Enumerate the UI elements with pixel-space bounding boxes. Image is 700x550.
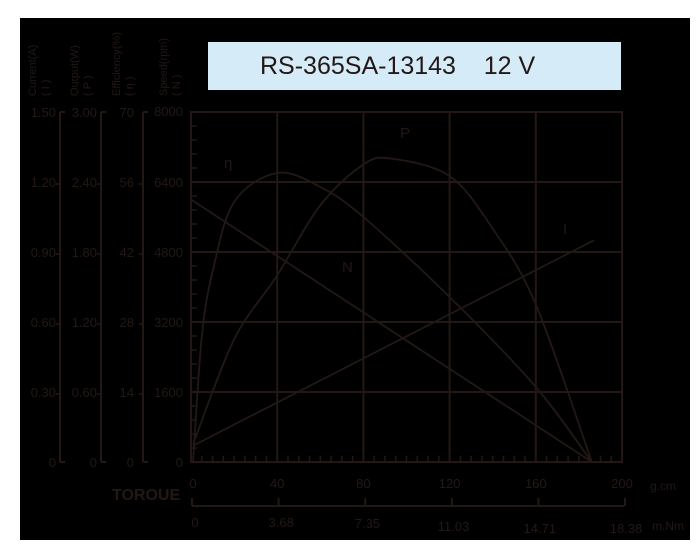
axis-header-2: Efficiency(%)( η ) <box>111 32 136 96</box>
output-tick-label: 1.20 <box>72 315 97 330</box>
mnm-tick-label: 14.71 <box>524 521 557 536</box>
mnm-tick-label: 0 <box>191 515 198 530</box>
speed-tick-label: 8000 <box>154 104 183 119</box>
current-tick-label: 0.30 <box>31 385 56 400</box>
axis-header-name: Output(W) <box>69 45 81 96</box>
axis-header-symbol: ( I ) <box>40 80 52 97</box>
y-axes: 0 0.30 0.60 0.90 1.20 1.50 0 0.60 1.20 1.80 2.40 3.… <box>31 104 183 470</box>
axis-header-name: Speed(rpm) <box>158 38 170 96</box>
N-curve-label: N <box>342 259 353 276</box>
gcm-tick-label: 200 <box>611 476 633 491</box>
gcm-tick-label: 80 <box>356 476 370 491</box>
current-tick-label: 0.90 <box>31 245 56 260</box>
current-tick-label: 1.20 <box>31 175 56 190</box>
axis-header-symbol: ( η ) <box>124 76 136 96</box>
mnm-tick-label: 7.35 <box>355 516 380 531</box>
axis-header-name: Current(A) <box>27 45 39 96</box>
axis-header-3: Speed(rpm)( N ) <box>158 38 183 96</box>
plot-frame <box>190 111 623 463</box>
title-box: RS-365SA-13143 12 V <box>208 42 621 90</box>
efficiency-tick-label: 42 <box>120 245 134 260</box>
speed-tick-label: 4800 <box>154 245 183 260</box>
gcm-tick-label: 40 <box>270 476 284 491</box>
mnm-tick-label: 18.38 <box>610 521 643 536</box>
x-axes: 0 40 80 120 160 200 g.cm TOROUE 0 3.68 7.35 11.03 14… <box>112 476 684 536</box>
mnm-tick-label: 3.68 <box>269 515 294 530</box>
gcm-tick-label: 160 <box>525 476 547 491</box>
axis-header-symbol: ( N ) <box>171 75 183 96</box>
gcm-unit: g.cm <box>650 479 676 493</box>
mnm-tick-label: 11.03 <box>438 519 470 534</box>
output-tick-label: 2.40 <box>72 175 97 190</box>
output-tick-label: 0 <box>90 455 97 470</box>
efficiency-tick-label: 28 <box>120 315 134 330</box>
output-tick-label: 0.60 <box>72 385 97 400</box>
speed-tick-label: 1600 <box>154 385 183 400</box>
chart-title: RS-365SA-13143 12 V <box>260 51 536 80</box>
mnm-unit: m.Nm <box>652 519 684 533</box>
axis-header-0: Current(A)( I ) <box>27 45 52 96</box>
speed-tick-label: 0 <box>176 455 183 470</box>
current-tick-label: 0 <box>49 455 56 470</box>
output-curve-P <box>192 156 593 463</box>
speed-tick-label: 3200 <box>154 315 183 330</box>
output-tick-label: 3.00 <box>72 105 97 120</box>
eta-curve-label: η <box>224 155 232 172</box>
P-curve-label: P <box>400 125 410 142</box>
plot-grid <box>190 111 623 463</box>
speed-tick-label: 6400 <box>154 175 183 190</box>
axis-header-name: Efficiency(%) <box>111 32 123 96</box>
torque-label: TOROUE <box>112 487 180 504</box>
gcm-tick-label: 120 <box>439 476 461 491</box>
efficiency-tick-label: 14 <box>120 385 134 400</box>
current-tick-label: 1.50 <box>31 105 56 120</box>
I-curve-label: I <box>563 221 567 238</box>
efficiency-tick-label: 70 <box>120 105 134 120</box>
speed-curve-N <box>190 198 593 463</box>
curves <box>190 156 595 463</box>
axis-header-symbol: ( P ) <box>82 75 94 96</box>
current-tick-label: 0.60 <box>31 315 56 330</box>
efficiency-tick-label: 56 <box>120 175 134 190</box>
efficiency-tick-label: 0 <box>127 455 134 470</box>
gcm-tick-label: 0 <box>189 476 196 491</box>
output-tick-label: 1.80 <box>72 245 97 260</box>
minor-ticks <box>191 125 612 462</box>
efficiency-curve-eta <box>192 171 593 463</box>
axis-header-1: Output(W)( P ) <box>69 45 94 96</box>
current-curve-I <box>192 239 595 447</box>
